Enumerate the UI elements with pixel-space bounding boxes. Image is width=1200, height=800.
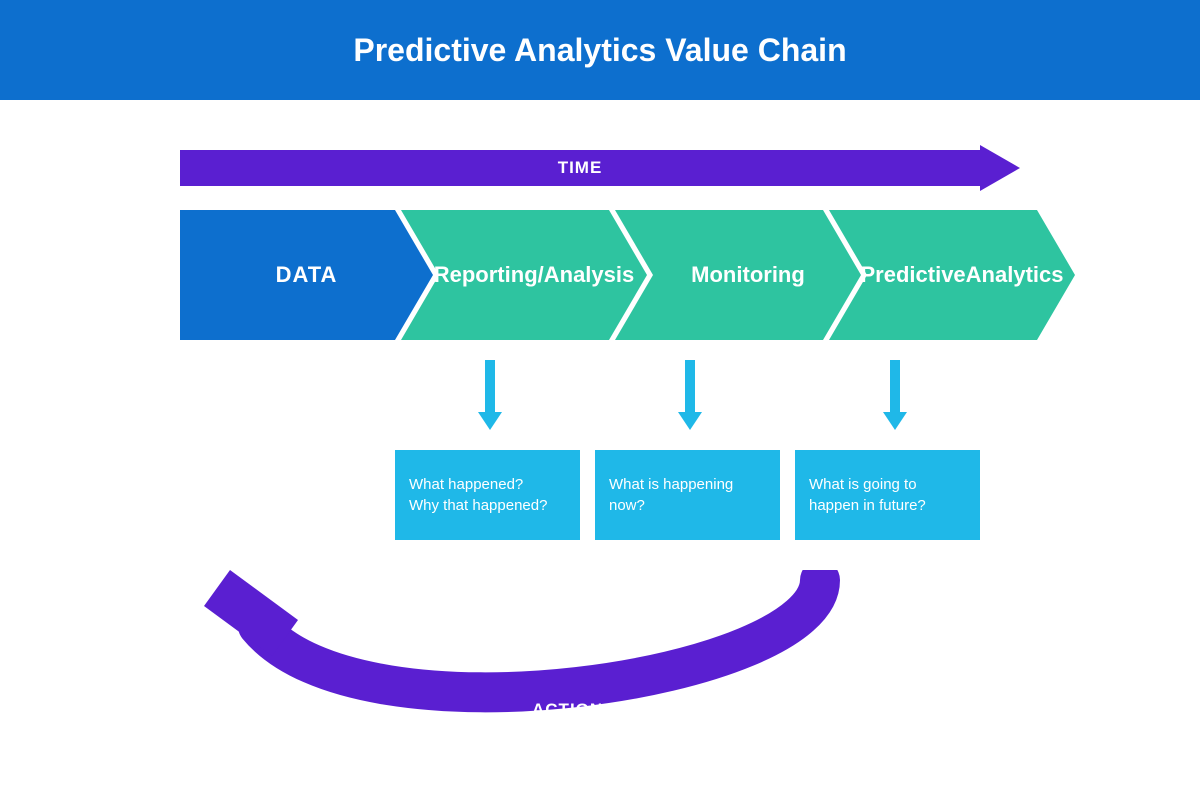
header-banner: Predictive Analytics Value Chain [0, 0, 1200, 100]
diagram-canvas: TIME DATAReporting/AnalysisMonitoringPre… [0, 100, 1200, 800]
question-boxes-group: What happened?Why that happened?What is … [0, 100, 1200, 800]
question-box-q1: What happened?Why that happened? [395, 450, 580, 540]
question-box-q3: What is going tohappen in future? [795, 450, 980, 540]
page-title: Predictive Analytics Value Chain [353, 32, 846, 69]
question-box-q2: What is happeningnow? [595, 450, 780, 540]
